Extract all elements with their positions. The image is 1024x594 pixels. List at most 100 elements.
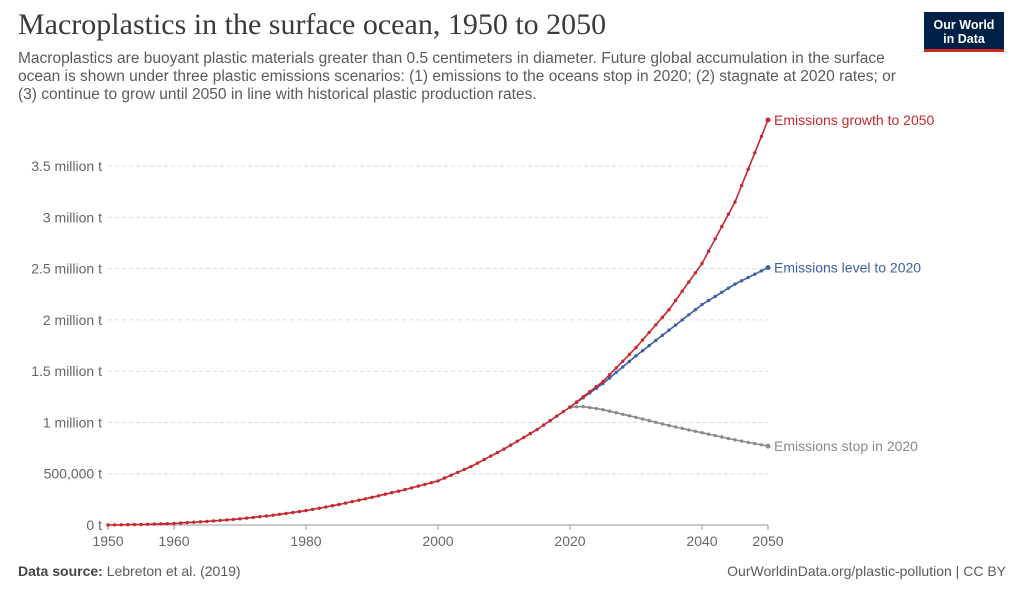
data-point xyxy=(528,431,533,436)
data-point xyxy=(502,447,506,451)
data-point xyxy=(178,521,183,525)
data-point xyxy=(489,454,493,458)
data-point xyxy=(205,519,209,524)
data-source-text[interactable]: Lebreton et al. (2019) xyxy=(106,563,241,579)
data-point xyxy=(700,431,704,435)
data-point xyxy=(607,376,612,380)
data-point xyxy=(706,432,711,436)
data-point xyxy=(693,308,698,312)
line-chart: 0 t 500,000 t 1 million t 1.5 million t 2 mi… xyxy=(31,112,935,549)
data-point xyxy=(343,501,348,505)
data-point xyxy=(238,517,242,521)
y-tick-label: 1 million t xyxy=(43,414,102,430)
series-label: Emissions level to 2020 xyxy=(774,260,921,276)
data-point xyxy=(574,400,579,404)
x-tick-label: 2040 xyxy=(686,533,717,549)
y-tick-label: 2.5 million t xyxy=(31,261,102,277)
data-point xyxy=(607,373,612,377)
data-point xyxy=(442,476,447,480)
data-point xyxy=(475,461,480,465)
data-point xyxy=(607,409,612,413)
data-point xyxy=(522,435,526,440)
data-point xyxy=(654,420,658,424)
data-point xyxy=(574,405,579,409)
series-label: Emissions growth to 2050 xyxy=(774,112,935,128)
data-point xyxy=(548,418,552,423)
data-point xyxy=(403,487,407,492)
data-point xyxy=(132,522,137,527)
data-point xyxy=(753,151,757,155)
data-point xyxy=(739,439,744,443)
series-end-point xyxy=(765,265,771,271)
logo-line-1: Our World xyxy=(933,18,995,32)
data-point xyxy=(515,439,519,443)
y-tick-label: 3 million t xyxy=(43,209,102,225)
x-tick-label: 2050 xyxy=(752,533,783,549)
data-point xyxy=(687,428,691,432)
data-point xyxy=(627,352,632,357)
data-point xyxy=(139,522,143,527)
data-point xyxy=(211,519,216,523)
data-point xyxy=(112,523,117,527)
y-tick-label: 2 million t xyxy=(43,312,102,328)
data-point xyxy=(614,411,618,415)
data-point xyxy=(739,279,744,283)
data-point xyxy=(330,504,335,508)
data-point xyxy=(739,183,744,188)
data-point xyxy=(383,492,387,496)
data-point xyxy=(409,486,414,490)
data-point xyxy=(363,497,368,501)
data-point xyxy=(693,429,698,433)
data-point xyxy=(535,427,539,432)
data-point xyxy=(680,289,684,293)
data-point xyxy=(456,470,460,474)
data-point xyxy=(185,520,189,525)
data-point xyxy=(680,318,684,322)
data-source-label: Data source: xyxy=(18,563,103,579)
data-point xyxy=(759,269,764,273)
data-point xyxy=(654,323,658,327)
data-point xyxy=(119,523,123,527)
data-point xyxy=(601,408,605,412)
data-point xyxy=(244,516,249,520)
data-point xyxy=(660,333,665,337)
data-point xyxy=(713,433,717,438)
x-tick-label: 2000 xyxy=(422,533,453,549)
data-point xyxy=(291,510,295,515)
data-point xyxy=(284,511,288,516)
data-point xyxy=(581,395,585,399)
data-point xyxy=(561,409,566,414)
data-point xyxy=(159,522,163,526)
data-point xyxy=(225,518,229,522)
data-point xyxy=(713,237,717,241)
series-line xyxy=(107,119,769,526)
data-point xyxy=(145,522,150,526)
data-point xyxy=(746,167,750,171)
y-tick-label: 3.5 million t xyxy=(31,158,102,174)
data-point xyxy=(673,425,678,429)
data-point xyxy=(720,435,724,439)
data-point xyxy=(733,200,737,204)
data-point xyxy=(634,345,638,350)
data-point xyxy=(680,426,684,431)
data-point xyxy=(198,520,203,524)
footer-url[interactable]: OurWorldinData.org/plastic-pollution | C… xyxy=(727,563,1006,579)
data-point xyxy=(357,498,361,502)
data-point xyxy=(713,294,717,299)
data-point xyxy=(482,457,486,462)
data-point xyxy=(673,323,678,327)
data-point xyxy=(588,390,592,394)
data-point xyxy=(700,261,704,266)
data-point xyxy=(720,290,724,294)
data-point xyxy=(647,343,651,348)
data-point xyxy=(627,359,632,364)
data-point xyxy=(733,282,737,286)
owid-logo[interactable]: Our World in Data xyxy=(924,12,1004,52)
data-point xyxy=(746,440,750,445)
data-point xyxy=(449,473,453,477)
data-point xyxy=(581,404,585,409)
y-tick-label: 1.5 million t xyxy=(31,363,102,379)
data-point xyxy=(621,359,625,363)
x-tick-label: 1960 xyxy=(158,533,189,549)
data-point xyxy=(614,366,618,370)
